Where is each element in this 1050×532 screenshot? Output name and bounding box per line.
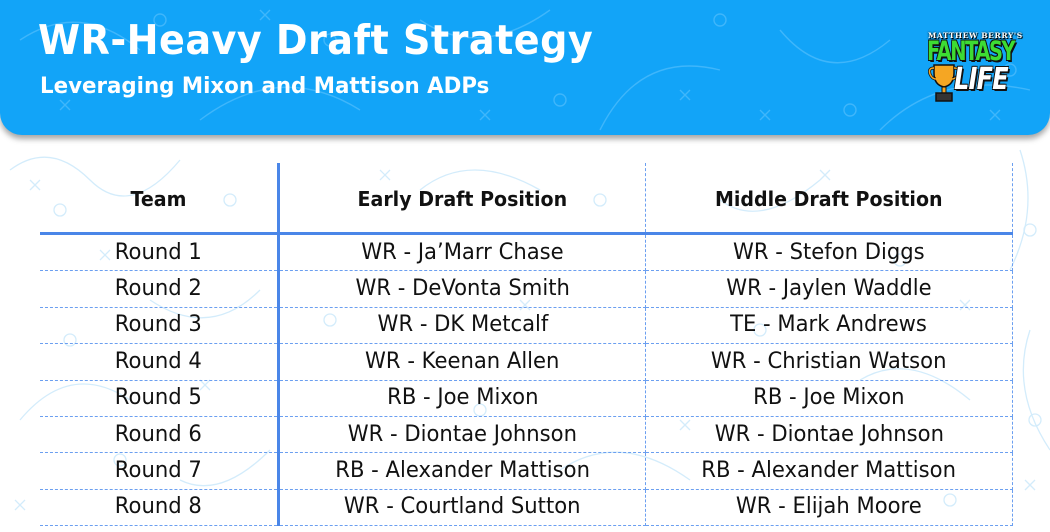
table-row: Round 8 WR - Courtland Sutton WR - Elija… xyxy=(40,489,1013,527)
cell-middle-pick: RB - Alexander Mattison xyxy=(645,452,1013,490)
trophy-icon xyxy=(928,64,960,102)
cell-early-pick: RB - Joe Mixon xyxy=(278,380,646,417)
logo-main-text: FANTASY xyxy=(927,36,1016,67)
draft-strategy-table: Team Early Draft Position Middle Draft P… xyxy=(40,163,1013,527)
table-row: Round 2 WR - DeVonta Smith WR - Jaylen W… xyxy=(40,270,1013,308)
cell-team: Round 8 xyxy=(40,489,280,527)
cell-early-pick: WR - DK Metcalf xyxy=(278,307,646,345)
cell-middle-pick: TE - Mark Andrews xyxy=(645,307,1013,345)
cell-team: Round 4 xyxy=(40,343,280,381)
cell-early-pick: RB - Alexander Mattison xyxy=(278,452,646,490)
cell-team: Round 6 xyxy=(40,416,280,454)
header-banner: WR-Heavy Draft Strategy Leveraging Mixon… xyxy=(0,0,1050,135)
page-subtitle: Leveraging Mixon and Mattison ADPs xyxy=(40,74,490,99)
table-row: Round 1 WR - Ja’Marr Chase WR - Stefon D… xyxy=(40,233,1013,272)
cell-middle-pick: WR - Diontae Johnson xyxy=(645,416,1013,454)
table-row: Round 3 WR - DK Metcalf TE - Mark Andrew… xyxy=(40,307,1013,345)
fantasy-life-logo: MATTHEW BERRY'S FANTASY LIFE xyxy=(924,31,1024,107)
logo-top-line: MATTHEW BERRY'S xyxy=(928,31,1023,40)
cell-middle-pick: WR - Jaylen Waddle xyxy=(645,270,1013,308)
page-title: WR-Heavy Draft Strategy xyxy=(38,16,594,64)
cell-team: Round 2 xyxy=(40,270,280,308)
cell-early-pick: WR - Ja’Marr Chase xyxy=(278,233,646,272)
cell-early-pick: WR - Diontae Johnson xyxy=(278,416,646,454)
column-header-early-draft-position: Early Draft Position xyxy=(278,163,646,235)
cell-early-pick: WR - Keenan Allen xyxy=(278,343,646,381)
table-row: Round 4 WR - Keenan Allen WR - Christian… xyxy=(40,343,1013,381)
column-header-team: Team xyxy=(40,163,280,235)
cell-early-pick: WR - DeVonta Smith xyxy=(278,270,646,308)
cell-middle-pick: WR - Christian Watson xyxy=(645,343,1013,381)
logo-sub-text: LIFE xyxy=(954,62,1009,97)
cell-early-pick: WR - Courtland Sutton xyxy=(278,489,646,527)
cell-team: Round 7 xyxy=(40,452,280,490)
table-row: Round 6 WR - Diontae Johnson WR - Dionta… xyxy=(40,416,1013,454)
cell-middle-pick: RB - Joe Mixon xyxy=(645,380,1013,417)
cell-team: Round 5 xyxy=(40,380,280,417)
cell-team: Round 3 xyxy=(40,307,280,345)
draft-strategy-table-container: Team Early Draft Position Middle Draft P… xyxy=(40,163,1013,527)
table-row: Round 7 RB - Alexander Mattison RB - Ale… xyxy=(40,452,1013,490)
cell-middle-pick: WR - Stefon Diggs xyxy=(645,233,1013,272)
cell-team: Round 1 xyxy=(40,233,280,272)
cell-middle-pick: WR - Elijah Moore xyxy=(645,489,1013,527)
banner-playbook-pattern xyxy=(19,9,1031,131)
column-header-middle-draft-position: Middle Draft Position xyxy=(645,163,1013,235)
table-header-row: Team Early Draft Position Middle Draft P… xyxy=(40,163,1013,235)
table-row: Round 5 RB - Joe Mixon RB - Joe Mixon xyxy=(40,380,1013,417)
